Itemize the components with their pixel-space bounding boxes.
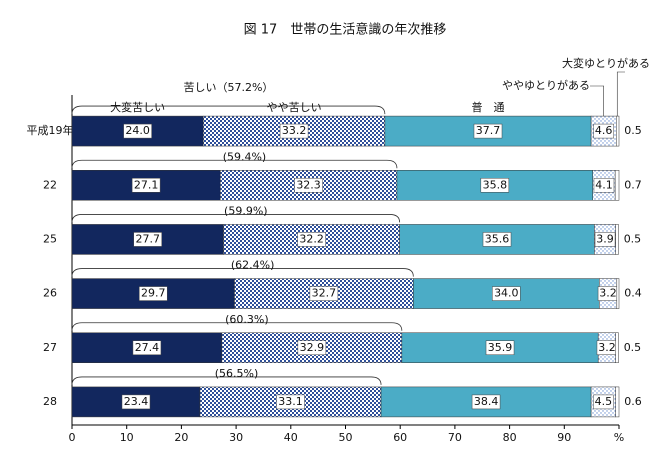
- value-label-box: [138, 286, 168, 301]
- value-label: 4.6: [595, 124, 613, 137]
- value-label: 0.5: [624, 232, 642, 245]
- y-tick-label: 22: [43, 178, 57, 191]
- value-label-box: [482, 232, 512, 247]
- x-tick-label: 80: [503, 431, 517, 444]
- bracket: [71, 322, 403, 331]
- value-label: 32.9: [300, 341, 325, 354]
- legend-label: やや苦しい: [267, 101, 322, 114]
- value-label: 0.4: [624, 287, 642, 300]
- value-label: 0.5: [624, 341, 642, 354]
- bar-segment: [616, 115, 620, 147]
- y-tick-label: 26: [43, 287, 57, 300]
- bar-segment: [614, 170, 620, 201]
- legend-label: 普 通: [471, 100, 504, 114]
- value-label: 29.7: [141, 287, 166, 300]
- value-label-box: [297, 232, 326, 247]
- legend-label: 大変苦しい: [110, 100, 165, 114]
- x-tick-label: 20: [174, 431, 188, 444]
- value-label-box: [594, 232, 616, 247]
- value-label-box: [492, 286, 521, 301]
- value-label-box: [485, 340, 515, 355]
- x-tick-label: %: [614, 431, 624, 444]
- bracket-label: (62.4%): [231, 259, 275, 272]
- y-tick-label: 平成19年: [27, 123, 74, 137]
- bracket-label: 苦しい（57.2%）: [183, 81, 273, 94]
- x-tick-label: 60: [393, 431, 407, 444]
- bar-segment: [615, 386, 620, 418]
- value-label: 37.7: [476, 124, 501, 137]
- bracket-label: (59.9%): [224, 204, 268, 217]
- value-label-box: [309, 286, 339, 301]
- value-label: 32.7: [312, 287, 337, 300]
- value-label-box: [593, 123, 614, 139]
- bracket-label: (56.5%): [215, 367, 259, 380]
- value-label-box: [480, 178, 510, 193]
- bracket: [71, 268, 414, 277]
- bracket: [71, 105, 386, 115]
- bracket: [71, 159, 398, 169]
- value-label: 27.4: [135, 341, 160, 354]
- leader-line: [590, 85, 604, 117]
- value-label-box: [121, 394, 151, 410]
- value-label-box: [123, 123, 152, 139]
- bar-segment: [616, 278, 620, 309]
- x-tick-label: 10: [120, 431, 134, 444]
- value-label: 0.5: [624, 124, 642, 137]
- x-tick-label: 0: [69, 431, 76, 444]
- value-label: 34.0: [494, 287, 519, 300]
- value-label: 0.6: [624, 395, 642, 408]
- value-label-box: [593, 394, 614, 410]
- value-label-box: [133, 232, 163, 247]
- value-label: 3.9: [596, 232, 614, 245]
- value-label: 35.8: [483, 178, 508, 191]
- x-tick-label: 90: [557, 431, 571, 444]
- value-label: 3.2: [599, 287, 617, 300]
- value-label: 3.2: [598, 341, 616, 354]
- y-tick-label: 25: [43, 232, 57, 245]
- value-label: 32.3: [296, 178, 321, 191]
- value-label-box: [297, 340, 327, 355]
- value-label: 27.7: [136, 232, 161, 245]
- value-label: 33.1: [278, 395, 303, 408]
- chart-title: 図 17 世帯の生活意識の年次推移: [244, 22, 447, 38]
- value-label: 27.1: [134, 178, 159, 191]
- value-label-box: [294, 178, 323, 193]
- x-tick-label: 30: [229, 431, 243, 444]
- value-label: 4.1: [595, 178, 613, 191]
- legend-label: 大変ゆとりがある: [562, 56, 650, 70]
- leader-line: [616, 71, 625, 117]
- y-tick-label: 27: [43, 341, 57, 354]
- bar-segment: [615, 332, 619, 363]
- bracket-label: (59.4%): [223, 150, 267, 163]
- value-label-box: [279, 123, 309, 139]
- value-label-box: [131, 178, 161, 193]
- bar-segment: [615, 224, 619, 255]
- value-label: 23.4: [124, 395, 149, 408]
- value-label-box: [276, 394, 305, 410]
- bracket-label: (60.3%): [225, 313, 269, 326]
- value-label-box: [471, 394, 501, 410]
- value-label-box: [473, 123, 503, 139]
- value-label: 24.0: [125, 124, 150, 137]
- value-label: 0.7: [624, 178, 642, 191]
- x-tick-label: 40: [284, 431, 298, 444]
- y-tick-label: 28: [43, 395, 57, 408]
- value-label: 35.6: [485, 232, 510, 245]
- value-label-box: [132, 340, 162, 355]
- bracket: [71, 214, 401, 223]
- value-label: 35.9: [488, 341, 513, 354]
- value-label-box: [593, 178, 615, 193]
- value-label: 33.2: [282, 124, 307, 137]
- value-label: 32.2: [299, 232, 324, 245]
- x-tick-label: 70: [448, 431, 462, 444]
- legend-label: ややゆとりがある: [502, 78, 590, 92]
- value-label: 4.5: [595, 395, 613, 408]
- x-tick-label: 50: [339, 431, 353, 444]
- value-label: 38.4: [474, 395, 499, 408]
- bracket: [71, 376, 382, 385]
